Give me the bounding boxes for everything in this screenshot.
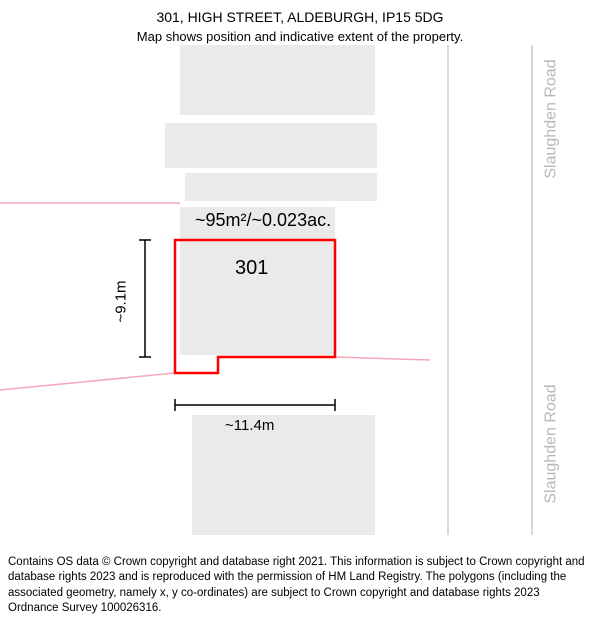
road-label-2: Slaughden Road <box>543 384 561 503</box>
height-dimension-label: ~9.1m <box>113 280 130 322</box>
copyright-footer: Contains OS data © Crown copyright and d… <box>8 555 592 617</box>
map-svg <box>0 45 600 535</box>
width-dimension-label: ~11.4m <box>225 417 274 434</box>
page-title: 301, HIGH STREET, ALDEBURGH, IP15 5DG <box>0 8 600 28</box>
road-label-1: Slaughden Road <box>543 59 561 178</box>
property-number: 301 <box>235 257 268 280</box>
header: 301, HIGH STREET, ALDEBURGH, IP15 5DG Ma… <box>0 0 600 46</box>
area-label: ~95m²/~0.023ac. <box>195 210 331 231</box>
page-subtitle: Map shows position and indicative extent… <box>0 28 600 46</box>
property-map: Slaughden Road Slaughden Road ~95m²/~0.0… <box>0 45 600 535</box>
